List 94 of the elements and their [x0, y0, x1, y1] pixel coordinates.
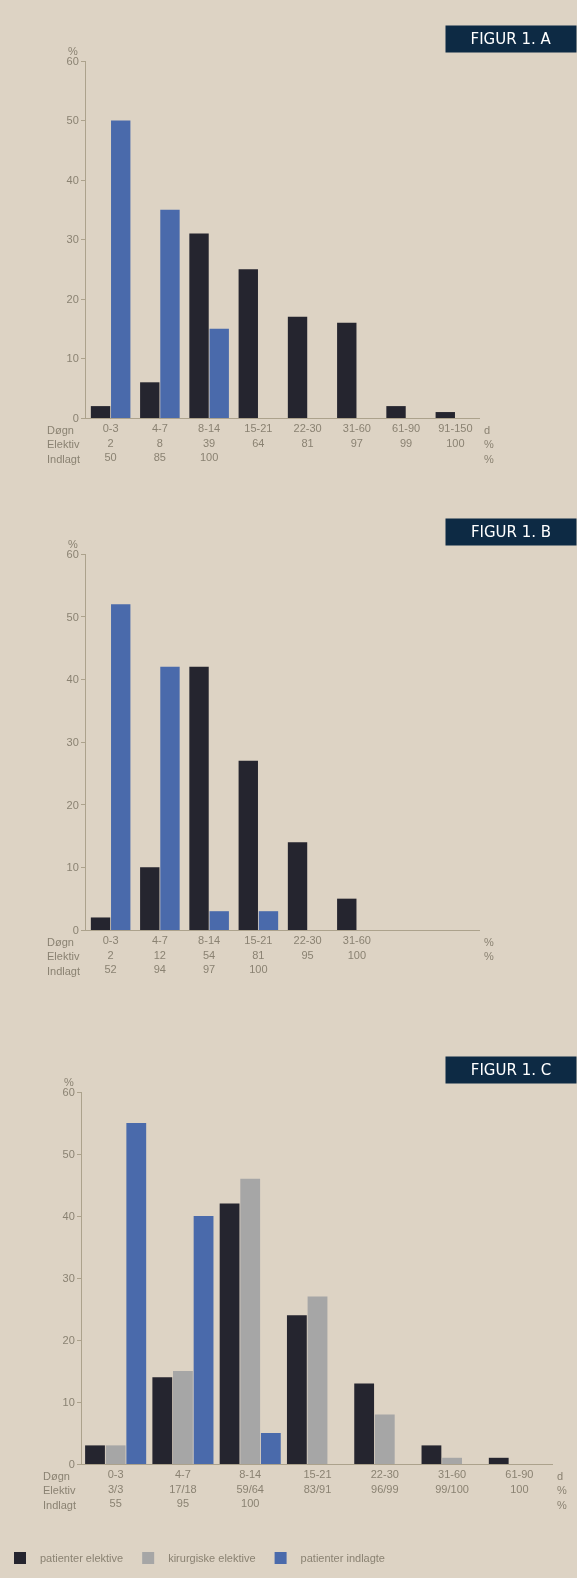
bar	[140, 382, 160, 418]
bar	[189, 233, 209, 418]
x-tick-label: 8-14 39 100	[198, 422, 221, 463]
text: d % %	[484, 424, 494, 465]
x-tick-label: 22-30 95	[293, 934, 322, 961]
y-tick-label: 60	[62, 1085, 75, 1098]
bar	[488, 1457, 509, 1464]
bar	[111, 604, 131, 930]
x-tick-label: 4-7 17/18 95	[169, 1468, 197, 1509]
bar	[238, 760, 258, 930]
bar	[258, 911, 279, 930]
y-tick-label: 0	[72, 923, 79, 936]
x-tick-label: 31-60 97	[342, 422, 371, 449]
bar	[337, 898, 357, 930]
x-axis-title: Døgn Elektiv Indlagt	[47, 936, 81, 977]
bar	[193, 1216, 214, 1464]
bar	[240, 1178, 261, 1464]
bar	[287, 842, 308, 930]
bar	[160, 666, 180, 930]
text: % %	[484, 936, 494, 963]
bar	[160, 209, 180, 418]
bar	[173, 1371, 193, 1464]
bar	[286, 1315, 307, 1464]
x-tick-label: 61-90 100	[505, 1468, 534, 1495]
bar	[337, 322, 357, 418]
y-tick-label: 20	[66, 798, 79, 811]
text: FIGUR 1. B	[470, 523, 552, 541]
bar	[442, 1457, 462, 1464]
y-tick-label: 0	[72, 411, 79, 424]
y-tick-label: 60	[66, 547, 79, 560]
chart-title: FIGUR 1. C	[470, 1061, 552, 1079]
bar	[435, 412, 455, 418]
x-tick-label: 0-3 3/3 55	[107, 1468, 124, 1509]
bar	[260, 1433, 281, 1464]
y-axis-title: %	[68, 538, 78, 550]
y-tick-label: 40	[66, 673, 79, 686]
legend-label: kirurgiske elektive	[168, 1552, 256, 1565]
x-tick-label: 15-21 81 100	[244, 934, 273, 975]
x-axis-title: Døgn Elektiv Indlagt	[43, 1470, 77, 1511]
x-tick-label: 8-14 59/64 100	[236, 1468, 264, 1509]
y-tick-label: 30	[62, 1271, 75, 1284]
x-tick-label: 15-21 64	[244, 422, 273, 449]
bar	[374, 1414, 395, 1464]
legend-label: patienter indlagte	[300, 1552, 385, 1565]
y-tick-label: 20	[62, 1333, 75, 1346]
x-tick-label: 0-3 2 52	[102, 934, 119, 975]
x-tick-label: 22-30 96/99	[370, 1468, 399, 1495]
bar	[421, 1445, 442, 1464]
x-axis-title: Døgn Elektiv Indlagt	[47, 424, 81, 465]
y-tick-label: 50	[66, 114, 79, 127]
bar	[152, 1377, 173, 1464]
y-tick-label: 40	[62, 1209, 75, 1222]
bar	[209, 328, 229, 418]
x-tick-label: 61-90 99	[392, 422, 421, 449]
y-tick-label: 60	[66, 54, 79, 67]
bar	[238, 269, 258, 418]
x-tick-label: 91-150 100	[438, 422, 473, 449]
bar	[111, 120, 131, 418]
y-tick-label: 10	[66, 861, 79, 874]
bar	[126, 1123, 147, 1464]
legend-label: patienter elektive	[40, 1552, 124, 1565]
bar	[90, 406, 111, 418]
text: d % %	[557, 1470, 567, 1511]
y-tick-label: 30	[66, 233, 79, 246]
bar	[307, 1296, 328, 1464]
bar	[386, 406, 406, 418]
y-tick-label: 0	[68, 1457, 75, 1470]
y-axis-title: %	[68, 45, 78, 57]
bar	[287, 316, 308, 418]
y-axis-title: %	[64, 1076, 74, 1088]
bar	[85, 1445, 105, 1464]
bar	[189, 666, 209, 930]
bar	[354, 1383, 375, 1464]
y-tick-label: 10	[66, 352, 79, 365]
y-tick-label: 40	[66, 173, 79, 186]
text: FIGUR 1. A	[470, 30, 552, 48]
y-tick-label: 20	[66, 292, 79, 305]
y-tick-label: 50	[66, 610, 79, 623]
x-tick-label: 31-60 99/100	[435, 1468, 469, 1495]
x-tick-label: 8-14 54 97	[198, 934, 221, 975]
bar	[105, 1445, 126, 1464]
x-tick-label: 0-3 2 50	[102, 422, 119, 463]
bar	[90, 917, 111, 930]
bar	[140, 867, 160, 930]
x-tick-label: 4-7 8 85	[151, 422, 168, 463]
x-tick-label: 31-60 100	[342, 934, 371, 961]
bar	[219, 1203, 240, 1464]
x-tick-label: 15-21 83/91	[303, 1468, 332, 1495]
bar	[209, 911, 229, 930]
y-tick-label: 30	[66, 735, 79, 748]
x-tick-label: 22-30 81	[293, 422, 322, 449]
y-tick-label: 50	[62, 1147, 75, 1160]
y-tick-label: 10	[62, 1395, 75, 1408]
x-tick-label: 4-7 12 94	[151, 934, 168, 975]
